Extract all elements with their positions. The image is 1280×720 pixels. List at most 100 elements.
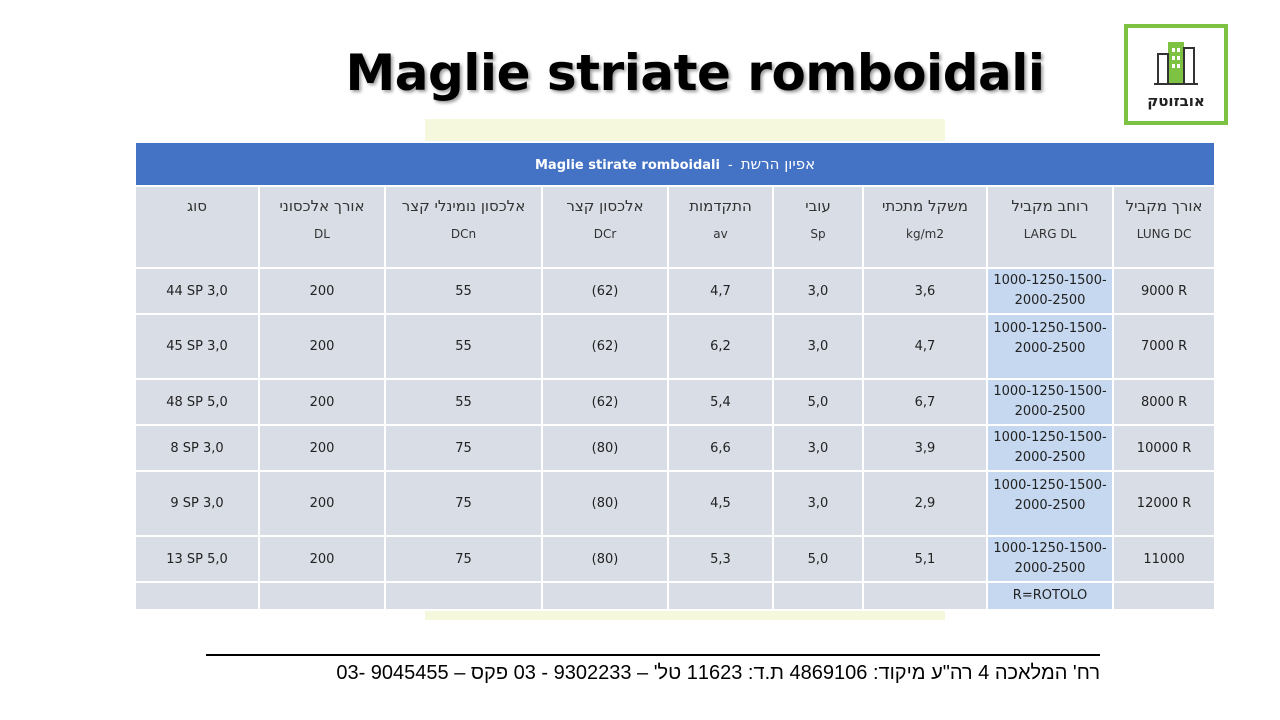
column-header-hebrew: סוג bbox=[186, 197, 207, 215]
logo-text: אובזוטק bbox=[1147, 92, 1205, 110]
cell-dl: 200 bbox=[258, 535, 386, 583]
cell-dcn: 55 bbox=[384, 267, 543, 315]
column-header: סוג bbox=[134, 185, 260, 269]
table-title-hebrew: אפיון הרשת bbox=[740, 155, 816, 173]
page-title: Maglie striate romboidali bbox=[345, 44, 1046, 102]
cell-sp: 5,0 bbox=[772, 535, 864, 583]
cell-dcn: 75 bbox=[384, 535, 543, 583]
table-row: 48 SP 5,0 200 55 (62) 5,4 5,0 6,7 1000-1… bbox=[134, 378, 1217, 426]
column-header-abbr: LUNG DC bbox=[1136, 227, 1192, 241]
cell-larg: 1000-1250-1500-2000-2500 bbox=[986, 424, 1114, 472]
column-header-abbr: DCr bbox=[593, 227, 617, 241]
note-rotolo: R=ROTOLO bbox=[986, 581, 1114, 611]
column-header: אורך אלכסוני DL bbox=[258, 185, 386, 269]
cell-dcn: 75 bbox=[384, 424, 543, 472]
column-header-abbr: DL bbox=[314, 227, 330, 241]
column-header-hebrew: משקל מתכתי bbox=[882, 197, 968, 215]
cell-type: 48 SP 5,0 bbox=[134, 378, 260, 426]
cell-sp: 3,0 bbox=[772, 267, 864, 315]
cell-dl: 200 bbox=[258, 424, 386, 472]
cell-larg: 1000-1250-1500-2000-2500 bbox=[986, 535, 1114, 583]
cell-larg: 1000-1250-1500-2000-2500 bbox=[986, 313, 1114, 380]
cell-larg: 1000-1250-1500-2000-2500 bbox=[986, 267, 1114, 315]
cell-av: 5,3 bbox=[667, 535, 774, 583]
column-header-abbr: kg/m2 bbox=[906, 227, 944, 241]
cell-dcr: (80) bbox=[541, 535, 669, 583]
column-header-hebrew: התקדמות bbox=[689, 197, 752, 215]
cell-lung: 9000 R bbox=[1111, 267, 1217, 315]
cell-dcr: (62) bbox=[541, 313, 669, 380]
column-header-hebrew: אורך מקביל bbox=[1125, 197, 1203, 215]
column-header-hebrew: רוחב מקביל bbox=[1011, 197, 1089, 215]
cell-dl: 200 bbox=[258, 313, 386, 380]
column-header-hebrew: אלכסון קצר bbox=[566, 197, 644, 215]
cell-larg: 1000-1250-1500-2000-2500 bbox=[986, 470, 1114, 537]
footer-divider bbox=[206, 654, 1100, 656]
cell-av: 5,4 bbox=[667, 378, 774, 426]
cell-lung: 11000 bbox=[1111, 535, 1217, 583]
cell-kg: 6,7 bbox=[862, 378, 988, 426]
cell-dl: 200 bbox=[258, 470, 386, 537]
cell-type: 45 SP 3,0 bbox=[134, 313, 260, 380]
cell-type: 8 SP 3,0 bbox=[134, 424, 260, 472]
table-title-separator: - bbox=[727, 158, 733, 173]
cell-kg: 2,9 bbox=[862, 470, 988, 537]
highlight-band-top bbox=[425, 119, 945, 143]
column-header-hebrew: אלכסון נומינלי קצר bbox=[401, 197, 526, 215]
cell-kg: 5,1 bbox=[862, 535, 988, 583]
cell-dl: 200 bbox=[258, 267, 386, 315]
column-header: התקדמות av bbox=[667, 185, 774, 269]
mesh-spec-table: Maglie stirate romboidali - אפיון הרשת סוג… bbox=[133, 141, 1217, 611]
cell-sp: 5,0 bbox=[772, 378, 864, 426]
cell-sp: 3,0 bbox=[772, 470, 864, 537]
cell-av: 4,7 bbox=[667, 267, 774, 315]
column-header-hebrew: עובי bbox=[805, 197, 831, 215]
column-header-abbr: Sp bbox=[810, 227, 826, 241]
column-header: אלכסון קצר DCr bbox=[541, 185, 669, 269]
cell-av: 4,5 bbox=[667, 470, 774, 537]
cell-kg: 3,9 bbox=[862, 424, 988, 472]
cell-larg: 1000-1250-1500-2000-2500 bbox=[986, 378, 1114, 426]
company-logo: אובזוטק bbox=[1124, 24, 1228, 125]
cell-dcr: (80) bbox=[541, 470, 669, 537]
cell-av: 6,2 bbox=[667, 313, 774, 380]
cell-dcr: (62) bbox=[541, 378, 669, 426]
table-title-row: Maglie stirate romboidali - אפיון הרשת bbox=[133, 141, 1217, 187]
table-row: 9 SP 3,0 200 75 (80) 4,5 3,0 2,9 1000-12… bbox=[134, 470, 1217, 537]
column-header: רוחב מקביל LARG DL bbox=[986, 185, 1114, 269]
footer-contact: רח' המלאכה 4 רה"ע מיקוד: 4869106 ת.ד: 11… bbox=[336, 662, 1100, 684]
cell-dcn: 75 bbox=[384, 470, 543, 537]
table-row: 44 SP 3,0 200 55 (62) 4,7 3,0 3,6 1000-1… bbox=[134, 267, 1217, 315]
table-title: Maglie stirate romboidali - אפיון הרשת bbox=[133, 141, 1217, 187]
cell-kg: 3,6 bbox=[862, 267, 988, 315]
cell-sp: 3,0 bbox=[772, 313, 864, 380]
cell-lung: 12000 R bbox=[1111, 470, 1217, 537]
cell-dl: 200 bbox=[258, 378, 386, 426]
column-header: עובי Sp bbox=[772, 185, 864, 269]
column-header-abbr: DCn bbox=[450, 227, 477, 241]
table-row: 8 SP 3,0 200 75 (80) 6,6 3,0 3,9 1000-12… bbox=[134, 424, 1217, 472]
column-header-abbr: LARG DL bbox=[1023, 227, 1077, 241]
cell-type: 9 SP 3,0 bbox=[134, 470, 260, 537]
cell-dcn: 55 bbox=[384, 378, 543, 426]
cell-lung: 10000 R bbox=[1111, 424, 1217, 472]
cell-dcr: (62) bbox=[541, 267, 669, 315]
table-row: 13 SP 5,0 200 75 (80) 5,3 5,0 5,1 1000-1… bbox=[134, 535, 1217, 583]
table-title-italian: Maglie stirate romboidali bbox=[534, 158, 720, 173]
table-note-row: R=ROTOLO bbox=[134, 581, 1217, 611]
cell-kg: 4,7 bbox=[862, 313, 988, 380]
cell-lung: 7000 R bbox=[1111, 313, 1217, 380]
column-header: אלכסון נומינלי קצר DCn bbox=[384, 185, 543, 269]
table-header-row: סוג אורך אלכסוני DL אלכסון נומינלי קצר DCn… bbox=[134, 185, 1217, 269]
building-logo-icon bbox=[1154, 42, 1198, 85]
table-row: 45 SP 3,0 200 55 (62) 6,2 3,0 4,7 1000-1… bbox=[134, 313, 1217, 380]
cell-av: 6,6 bbox=[667, 424, 774, 472]
column-header-abbr: av bbox=[713, 227, 728, 241]
cell-lung: 8000 R bbox=[1111, 378, 1217, 426]
cell-type: 44 SP 3,0 bbox=[134, 267, 260, 315]
cell-sp: 3,0 bbox=[772, 424, 864, 472]
column-header: משקל מתכתי kg/m2 bbox=[862, 185, 988, 269]
cell-dcr: (80) bbox=[541, 424, 669, 472]
cell-dcn: 55 bbox=[384, 313, 543, 380]
column-header: אורך מקביל LUNG DC bbox=[1111, 185, 1217, 269]
